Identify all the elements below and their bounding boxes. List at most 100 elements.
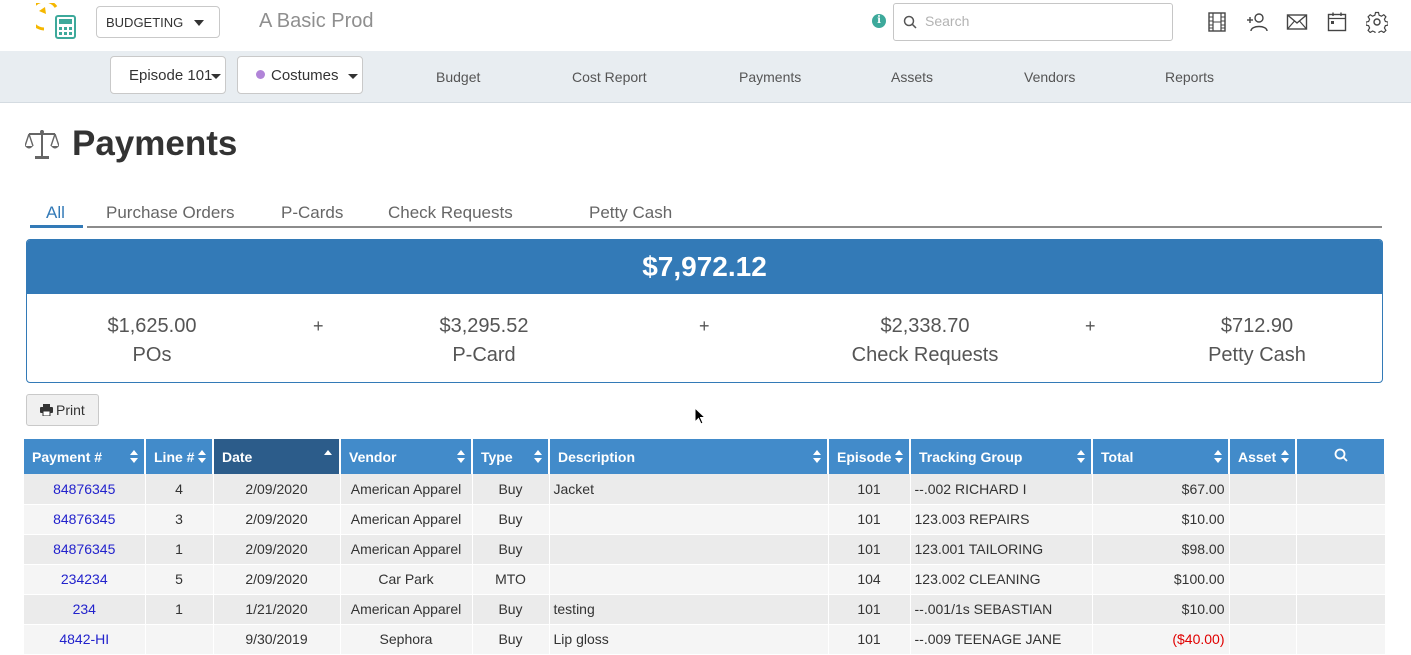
sort-icon (813, 450, 821, 464)
top-bar: BUDGETING A Basic Prod i (0, 0, 1411, 51)
line-number (145, 624, 214, 655)
film-icon[interactable] (1206, 11, 1228, 33)
payment-link[interactable]: 4842-HI (59, 631, 110, 647)
app-logo-icon[interactable] (36, 3, 78, 39)
nav-link-assets[interactable]: Assets (891, 69, 934, 85)
vendor-cell: Sephora (340, 624, 473, 655)
tab-p-cards[interactable]: P-Cards (281, 203, 344, 222)
episode-cell: 101 (828, 534, 911, 565)
summary-pos-label: POs (132, 344, 172, 366)
total-cell: $10.00 (1092, 594, 1230, 625)
plus-sign: + (1085, 316, 1096, 336)
episode-select[interactable]: Episode 101 (110, 56, 226, 94)
tab-purchase-orders[interactable]: Purchase Orders (106, 203, 235, 222)
tracking-group-cell: 123.001 TAILORING (910, 534, 1093, 565)
payment-link[interactable]: 84876345 (53, 480, 116, 497)
plus-sign: + (313, 316, 324, 336)
search-input[interactable] (925, 13, 1155, 29)
type-cell: Buy (472, 624, 550, 655)
description-cell (549, 504, 829, 535)
department-select[interactable]: Costumes (237, 56, 363, 94)
print-button[interactable]: Print (26, 394, 99, 426)
print-button-label: Print (56, 402, 85, 418)
column-header-label: Type (481, 448, 513, 465)
tab-petty-cash[interactable]: Petty Cash (589, 203, 673, 222)
asset-cell (1229, 594, 1297, 625)
search-icon (903, 15, 917, 29)
column-header-type[interactable]: Type (472, 439, 550, 474)
nav-link-reports[interactable]: Reports (1165, 69, 1215, 85)
payment-link[interactable]: 84876345 (53, 511, 116, 527)
settings-gear-icon[interactable] (1366, 11, 1388, 33)
mail-icon[interactable] (1286, 11, 1308, 33)
summary-check-requests-label: Check Requests (851, 344, 999, 366)
column-header-asset[interactable]: Asset (1229, 439, 1297, 474)
table-row[interactable]: 234234 5 2/09/2020 Car Park MTO 104 123.002 CL… (24, 564, 1386, 595)
asset-cell (1229, 534, 1297, 565)
sort-icon (534, 450, 542, 464)
nav-link-payments[interactable]: Payments (739, 69, 802, 85)
plus-sign: + (699, 316, 710, 336)
table-header-row: Payment # Line # Date Vendor Type Descri… (24, 439, 1386, 474)
column-header-label: Line # (154, 448, 195, 465)
vendor-cell: American Apparel (340, 474, 473, 505)
module-select-label: BUDGETING (106, 15, 184, 30)
episode-select-label: Episode 101 (129, 67, 213, 84)
table-row[interactable]: 84876345 1 2/09/2020 American Apparel Buy 101… (24, 534, 1386, 565)
column-header-vendor[interactable]: Vendor (340, 439, 473, 474)
column-header-description[interactable]: Description (549, 439, 829, 474)
calendar-icon[interactable] (1326, 11, 1348, 33)
payment-link[interactable]: 234234 (60, 571, 108, 587)
sort-icon (198, 450, 206, 464)
column-header-label: Tracking Group (919, 448, 1023, 465)
payment-cell: 4842-HI (24, 624, 146, 655)
add-user-icon[interactable] (1246, 11, 1268, 33)
tab-all[interactable]: All (46, 203, 65, 222)
asset-cell (1229, 624, 1297, 655)
sort-icon (895, 450, 903, 464)
sort-icon (1077, 450, 1085, 464)
module-select[interactable]: BUDGETING (96, 6, 220, 38)
episode-cell: 101 (828, 594, 911, 625)
payment-link[interactable]: 84876345 (53, 541, 116, 557)
info-icon[interactable]: i (872, 14, 886, 28)
search-box[interactable] (893, 3, 1173, 41)
description-cell: testing (549, 594, 829, 625)
column-header-total[interactable]: Total (1092, 439, 1230, 474)
column-header-date[interactable]: Date (213, 439, 341, 474)
payment-link[interactable]: 234 (72, 601, 96, 617)
chevron-down-icon (211, 74, 221, 79)
type-cell: Buy (472, 474, 550, 505)
episode-cell: 104 (828, 564, 911, 595)
printer-icon (40, 404, 53, 417)
table-row[interactable]: 234 1 1/21/2020 American Apparel Buy testing 1… (24, 594, 1386, 625)
tabs-divider (87, 226, 1382, 228)
row-action-cell (1296, 504, 1386, 535)
column-header-label: Total (1101, 448, 1134, 465)
column-header-tracking-group[interactable]: Tracking Group (910, 439, 1093, 474)
table-row[interactable]: 84876345 4 2/09/2020 American Apparel Buy Jac… (24, 474, 1386, 505)
nav-link-cost-report[interactable]: Cost Report (572, 69, 647, 85)
date-cell: 9/30/2019 (213, 624, 341, 655)
payment-cell: 84876345 (24, 474, 146, 505)
column-header-payment[interactable]: Payment # (24, 439, 146, 474)
summary-pos: $1,625.00 POs (87, 312, 217, 370)
tab-check-requests[interactable]: Check Requests (388, 203, 513, 222)
nav-link-vendors[interactable]: Vendors (1024, 69, 1076, 85)
asset-cell (1229, 474, 1297, 505)
tracking-group-cell: 123.003 REPAIRS (910, 504, 1093, 535)
tracking-group-cell: --.002 RICHARD I (910, 474, 1093, 505)
line-number: 1 (145, 534, 214, 565)
tracking-group-cell: --.001/1s SEBASTIAN (910, 594, 1093, 625)
date-cell: 2/09/2020 (213, 474, 341, 505)
summary-check-requests-amount: $2,338.70 (880, 315, 970, 337)
table-row[interactable]: 84876345 3 2/09/2020 American Apparel Buy 101… (24, 504, 1386, 535)
column-header-line[interactable]: Line # (145, 439, 214, 474)
row-action-cell (1296, 474, 1386, 505)
table-row[interactable]: 4842-HI 9/30/2019 Sephora Buy Lip gloss 101 --… (24, 624, 1386, 655)
column-header-episode[interactable]: Episode (828, 439, 911, 474)
summary-p-card-label: P-Card (452, 344, 516, 366)
vendor-cell: Car Park (340, 564, 473, 595)
nav-link-budget[interactable]: Budget (436, 69, 481, 85)
column-search-button[interactable] (1296, 439, 1386, 474)
